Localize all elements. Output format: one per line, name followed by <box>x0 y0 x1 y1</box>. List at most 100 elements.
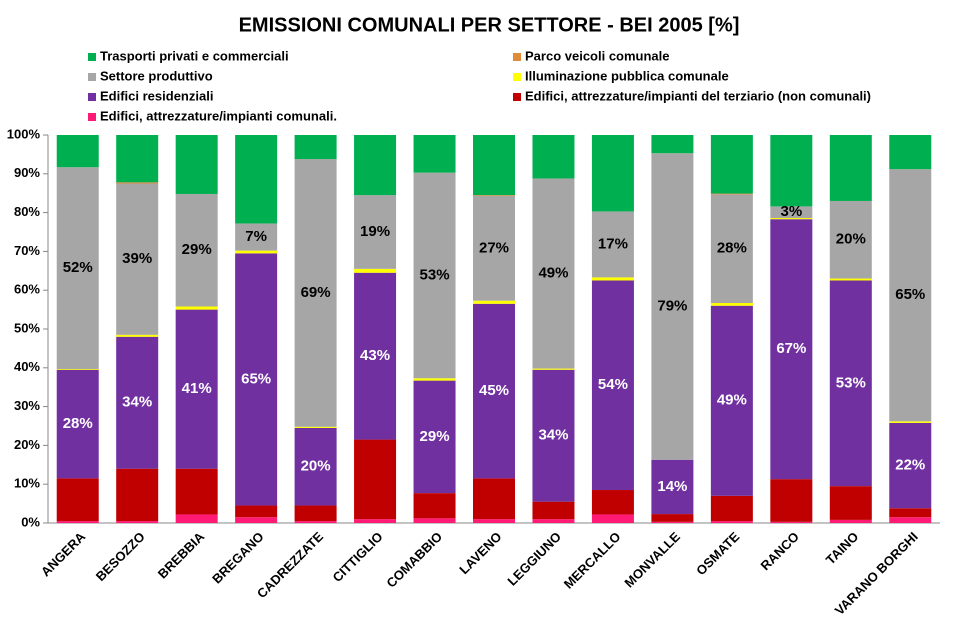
bar-segment <box>591 211 634 278</box>
data-label: 27% <box>479 239 509 256</box>
legend-swatch <box>88 73 96 81</box>
legend-swatch <box>88 93 96 101</box>
bar-segment <box>532 135 575 179</box>
bar-segment <box>532 519 575 523</box>
legend-swatch <box>88 113 96 121</box>
bar-segment <box>889 508 932 518</box>
bar-segment <box>710 303 753 306</box>
bar-segment <box>473 135 515 196</box>
x-label-group: COMABBIO <box>383 529 445 591</box>
y-tick-label: 10% <box>14 476 40 491</box>
data-label: 69% <box>301 284 331 301</box>
legend-label: Edifici, attrezzature/impianti del terzi… <box>525 88 871 103</box>
bar-segment <box>473 195 515 196</box>
bar-segment <box>116 183 159 335</box>
bar-segment <box>710 305 753 496</box>
x-label-group: RANCO <box>758 529 802 573</box>
x-label-group: MERCALLO <box>561 529 624 592</box>
bar-segment <box>651 521 694 523</box>
y-tick-label: 40% <box>14 359 40 374</box>
bar-segment <box>829 278 872 281</box>
bar-segment <box>532 368 575 370</box>
bar-segment <box>710 495 753 522</box>
bar-segment <box>770 135 813 207</box>
data-label: 34% <box>122 394 152 411</box>
bar-segment <box>889 135 932 170</box>
legend-swatch <box>88 53 96 61</box>
y-tick-label: 70% <box>14 243 40 258</box>
bar-segment <box>889 169 932 422</box>
chart-title: EMISSIONI COMUNALI PER SETTORE - BEI 200… <box>239 14 740 36</box>
x-label-group: OSMATE <box>693 529 742 578</box>
x-label-group: CITTIGLIO <box>330 529 386 585</box>
data-label: 29% <box>182 241 212 258</box>
bar-segment <box>770 206 813 219</box>
bar-segment <box>294 159 337 427</box>
bar-segment <box>710 521 753 523</box>
bar-segment <box>354 519 397 523</box>
data-label: 14% <box>657 478 687 495</box>
x-label-group: BESOZZO <box>93 529 148 584</box>
bar-segment <box>235 223 278 251</box>
x-tick-label: MONVALLE <box>621 529 683 591</box>
x-tick-label: MERCALLO <box>561 529 624 592</box>
bar-segment <box>829 135 872 201</box>
y-tick-label: 0% <box>21 514 40 529</box>
data-label: 17% <box>598 235 628 252</box>
x-tick-label: COMABBIO <box>383 529 445 591</box>
legend-label: Parco veicoli comunale <box>525 48 670 63</box>
bar-segment <box>710 193 753 195</box>
bar-segment <box>56 368 99 370</box>
bar-segment <box>235 135 278 224</box>
bar-segment <box>651 135 694 154</box>
x-label-group: ANGERA <box>38 529 89 580</box>
x-tick-label: RANCO <box>758 529 802 573</box>
bar-segment <box>532 178 575 369</box>
y-tick-label: 20% <box>14 437 40 452</box>
data-label: 52% <box>63 259 93 276</box>
x-tick-label: CITTIGLIO <box>330 529 386 585</box>
bar-segment <box>354 439 397 520</box>
bar-segment <box>413 378 456 381</box>
data-label: 43% <box>360 347 390 364</box>
bar-segment <box>175 135 218 194</box>
data-label: 67% <box>776 340 806 357</box>
legend-swatch <box>513 73 521 81</box>
bar-segment <box>651 459 694 515</box>
data-label: 49% <box>538 264 568 281</box>
legend-swatch <box>513 53 521 61</box>
bar-segment <box>829 280 872 487</box>
data-label: 29% <box>420 428 450 445</box>
x-label-group: MONVALLE <box>621 529 683 591</box>
x-tick-label: TAINO <box>823 529 862 568</box>
x-label-group: BREBBIA <box>155 529 208 582</box>
data-label: 65% <box>895 286 925 303</box>
bar-segment <box>770 218 813 220</box>
bar-segment <box>473 300 515 304</box>
x-tick-label: BESOZZO <box>93 529 148 584</box>
bar-segment <box>889 422 932 509</box>
legend-label: Edifici residenziali <box>100 88 213 103</box>
bar-segment <box>354 135 397 196</box>
bar-segment <box>532 501 575 520</box>
bar-segment <box>235 250 278 254</box>
y-tick-label: 60% <box>14 282 40 297</box>
legend-label: Edifici, attrezzature/impianti comunali. <box>100 108 337 123</box>
bar-segment <box>175 514 218 523</box>
data-label: 28% <box>717 240 747 257</box>
bar-segment <box>294 135 337 160</box>
data-label: 53% <box>420 266 450 283</box>
bar-segment <box>116 135 159 183</box>
data-label: 7% <box>245 228 267 245</box>
x-tick-label: OSMATE <box>693 529 742 578</box>
bar-segment <box>294 426 337 428</box>
y-tick-label: 100% <box>7 126 41 141</box>
bar-segment <box>829 200 872 279</box>
bar-segment <box>651 153 694 460</box>
bar-segment <box>175 468 218 515</box>
legend-label: Settore produttivo <box>100 68 213 83</box>
y-tick-label: 90% <box>14 165 40 180</box>
x-tick-label: ANGERA <box>38 529 89 580</box>
bar-segment <box>56 478 99 522</box>
